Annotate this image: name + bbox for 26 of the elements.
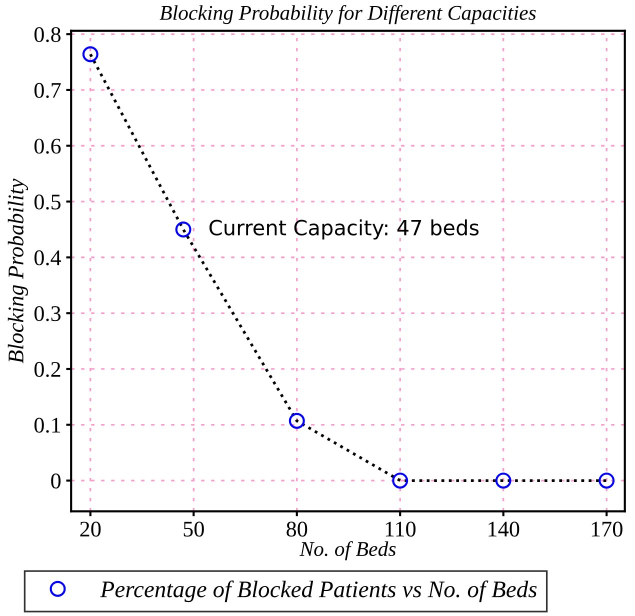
y-tick-label: 0.2 <box>34 362 60 378</box>
annotation: Current Capacity: 47 beds <box>209 219 479 240</box>
y-tick-label: 0.6 <box>34 138 61 154</box>
x-tick-label: 80 <box>286 522 308 537</box>
point <box>392 472 408 489</box>
point <box>598 472 615 489</box>
point <box>175 221 192 238</box>
y-tick-label: 0.3 <box>34 306 61 322</box>
chart-title: Blocking Probability for Different Capacities <box>160 5 536 24</box>
y-tick-label: 0.8 <box>34 27 61 42</box>
point <box>288 412 305 429</box>
y-tick-label: 0.1 <box>34 418 60 433</box>
y-tick-label: 0.4 <box>34 250 62 266</box>
x-tick-label: 20 <box>80 522 101 537</box>
y-tick-label: 0.7 <box>34 82 61 98</box>
y-tick-label: 0 <box>51 474 61 489</box>
legend-label: Percentage of Blocked Patients vs No. of Beds <box>100 580 537 602</box>
x-tick-label: 110 <box>386 522 416 537</box>
x-tick-label: 140 <box>488 522 520 537</box>
x-axis-title: No. of Beds <box>300 541 396 560</box>
y-axis-title: Blocking Probability <box>8 178 28 364</box>
x-tick-label: 170 <box>592 522 622 537</box>
point <box>495 472 512 489</box>
x-tick-label: 50 <box>184 522 204 537</box>
y-tick-label: 0.5 <box>34 194 61 210</box>
point <box>82 46 98 62</box>
